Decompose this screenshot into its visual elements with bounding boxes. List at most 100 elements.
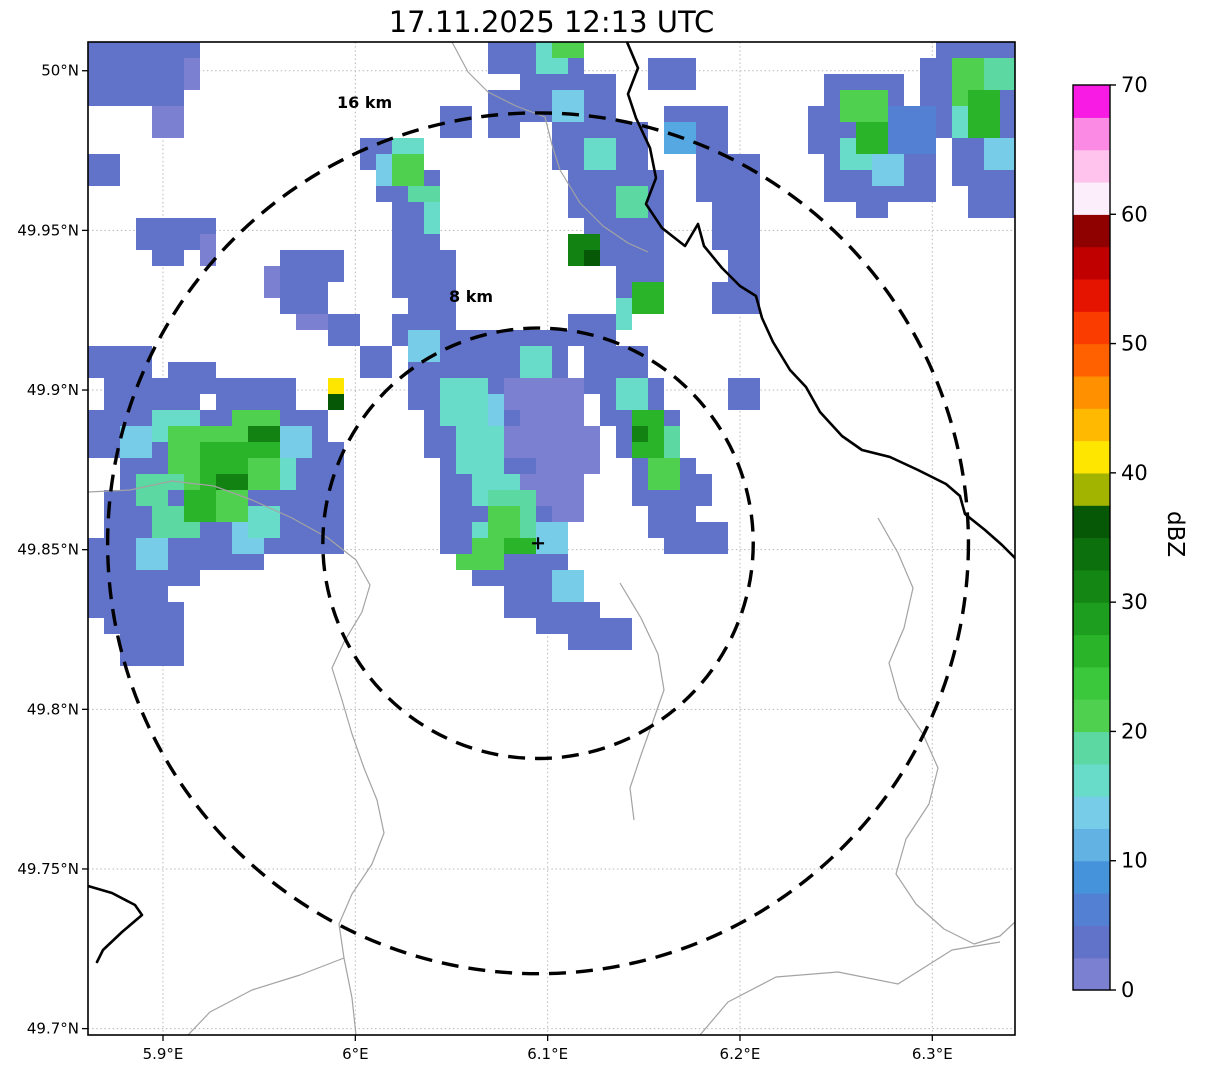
radar-cell [984,138,1015,170]
radar-cell [696,522,728,554]
y-tick-label: 49.95°N [17,221,79,239]
x-tick-label: 6.2°E [720,1045,761,1063]
radar-cell [216,474,248,490]
radar-cell [248,506,280,538]
radar-cell [968,186,1015,218]
radar-cell [440,378,488,426]
radar-cell [328,394,344,410]
colorbar-tick-label: 30 [1121,590,1148,614]
radar-cell [328,378,344,394]
radar-cell [856,122,888,154]
colorbar-segment [1073,634,1110,668]
radar-cell [536,522,568,554]
y-tick-label: 49.75°N [17,860,79,878]
radar-cell [488,506,520,538]
radar-cell [280,282,328,314]
colorbar-segment [1073,537,1110,571]
colorbar-segment [1073,699,1110,733]
colorbar-segment [1073,375,1110,409]
colorbar-segment [1073,408,1110,442]
y-tick-label: 50°N [41,62,79,80]
radar-cell [120,634,184,666]
colorbar-tick-label: 50 [1121,332,1148,356]
radar-cell [712,282,760,314]
colorbar-tick-label: 60 [1121,202,1148,226]
radar-cell [648,58,696,90]
y-tick-label: 49.85°N [17,541,79,559]
radar-site-marker [532,537,545,550]
colorbar-tick-label: 40 [1121,461,1148,485]
colorbar-tick-label: 70 [1121,73,1148,97]
colorbar-segment [1073,85,1110,118]
radar-cell [520,346,552,378]
radar-cell [632,426,648,442]
colorbar-segment [1073,893,1110,926]
radar-cell [456,554,488,570]
colorbar-segment [1073,828,1110,862]
radar-cell [584,250,600,266]
radar-cell [120,74,184,106]
radar-cell [424,202,440,234]
y-tick-label: 49.8°N [27,700,79,718]
colorbar-segment [1073,860,1110,894]
radar-cell [504,538,536,554]
colorbar-segment [1073,569,1110,603]
radar-cell [552,42,584,58]
district-borders [88,42,1015,1035]
colorbar-segment [1073,311,1110,345]
x-tick-label: 6.1°E [527,1045,568,1063]
colorbar-segment [1073,181,1110,215]
radar-cell [280,250,344,282]
colorbar-segment [1073,957,1110,991]
radar-cell [552,570,584,602]
radar-cell [648,458,680,490]
radar-cell [680,474,712,506]
radar-cell [120,426,152,458]
radar-cell [200,234,216,266]
radar-cell [920,58,936,106]
axis-ticks-labels: 5.9°E 6°E 6.1°E 6.2°E 6.3°E 50°N 49.95°N 49.9°N… [17,62,952,1063]
colorbar: 0 10 20 30 40 50 60 70 [1072,73,1148,1002]
radar-cell [392,250,456,298]
radar-cell [568,618,632,650]
colorbar-segment [1073,246,1110,280]
radar-cell [616,186,648,218]
radar-cell [712,202,760,250]
range-ring-8km [321,326,755,761]
radar-cell [664,426,680,458]
radar-cells [88,42,1015,666]
plot-frame [87,41,1016,1036]
country-border [88,42,1015,964]
radar-cell [248,426,280,442]
colorbar-segment [1073,666,1110,700]
radar-cell [616,378,648,410]
radar-cell [728,378,760,410]
radar-cell [616,298,632,330]
colorbar-segment [1073,925,1110,959]
radar-cell [136,538,168,570]
chart-title: 17.11.2025 12:13 UTC [388,5,715,39]
y-tick-label: 49.9°N [27,381,79,399]
colorbar-axis-label: dBZ [1162,511,1188,558]
x-tick-label: 6°E [342,1045,369,1063]
radar-cell [408,186,440,202]
radar-cell [728,250,760,282]
radar-cell [584,138,616,170]
radar-cell [392,138,424,154]
range-ring-16km [105,111,971,976]
radar-cell [296,490,344,522]
colorbar-segment [1073,117,1110,151]
radar-cell [872,154,904,186]
range-rings: 8 km 16 km [105,93,971,976]
colorbar-segment [1073,278,1110,312]
colorbar-segment [1073,796,1110,829]
radar-cell [376,154,392,186]
radar-cell [552,90,584,122]
colorbar-segment [1073,343,1110,377]
colorbar-segment [1073,472,1110,506]
x-tick-label: 5.9°E [143,1045,184,1063]
radar-cell [408,330,440,362]
radar-cell [152,106,184,138]
